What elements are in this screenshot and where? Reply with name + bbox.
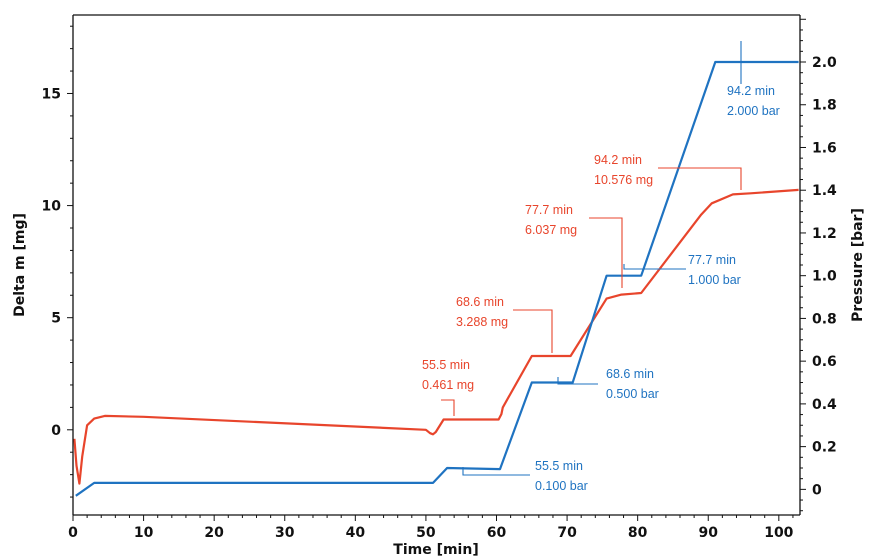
y2-tick-label: 1.4 <box>812 183 837 199</box>
y-tick-label: 15 <box>42 86 61 102</box>
callout-value-label: 3.288 mg <box>456 315 508 329</box>
x-tick-label: 60 <box>487 525 507 541</box>
x-tick-label: 100 <box>764 525 793 541</box>
y2-tick-label: 2.0 <box>812 55 837 71</box>
annotation-layer: 55.5 min 0.461 mg 68.6 min 3.288 mg 77.7 min… <box>422 41 780 493</box>
x-tick-label: 40 <box>346 525 366 541</box>
callout-value-label: 2.000 bar <box>727 104 780 118</box>
callout-time-label: 55.5 min <box>422 358 470 372</box>
x-tick-label: 10 <box>134 525 154 541</box>
ticks-layer: 0 10 20 30 40 50 60 70 80 90 100 0 5 10 15 0 0.2 0.4 0.6 0.… <box>42 18 837 541</box>
x-axis-title: Time [min] <box>393 542 478 558</box>
callout-2: 77.7 min 6.037 mg <box>525 203 623 288</box>
callout-leader <box>462 467 530 476</box>
y-tick-label: 0 <box>51 423 61 439</box>
callout-0: 55.5 min 0.461 mg <box>422 358 474 416</box>
callout-leader <box>557 377 598 385</box>
callout-time-label: 77.7 min <box>688 253 736 267</box>
callout-7: 94.2 min 2.000 bar <box>727 41 780 118</box>
callout-time-label: 68.6 min <box>456 295 504 309</box>
callout-3: 94.2 min 10.576 mg <box>594 153 742 190</box>
callout-leader <box>441 399 455 416</box>
x-tick-label: 70 <box>557 525 577 541</box>
callout-4: 55.5 min 0.100 bar <box>462 459 588 493</box>
x-tick-label: 50 <box>416 525 436 541</box>
pressure-series-line <box>75 60 799 497</box>
mass-series-line <box>73 188 799 485</box>
y2-axis-title: Pressure [bar] <box>850 208 866 322</box>
series-layer <box>73 60 799 497</box>
callout-value-label: 0.500 bar <box>606 387 659 401</box>
callout-time-label: 77.7 min <box>525 203 573 217</box>
x-tick-label: 90 <box>699 525 719 541</box>
callout-6: 77.7 min 1.000 bar <box>623 253 741 287</box>
callout-1: 68.6 min 3.288 mg <box>456 295 553 353</box>
callout-leader <box>589 217 623 288</box>
y-tick-label: 10 <box>42 199 62 215</box>
y2-tick-label: 0.4 <box>812 397 837 413</box>
x-tick-label: 80 <box>628 525 648 541</box>
callout-time-label: 94.2 min <box>727 84 775 98</box>
y2-tick-label: 1.0 <box>812 269 837 285</box>
y-tick-label: 5 <box>51 311 61 327</box>
y2-tick-label: 0.2 <box>812 440 837 456</box>
y2-tick-label: 1.8 <box>812 98 837 114</box>
callout-value-label: 6.037 mg <box>525 223 577 237</box>
y2-tick-label: 0 <box>812 482 822 498</box>
callout-time-label: 94.2 min <box>594 153 642 167</box>
y-axis-title: Delta m [mg] <box>12 213 28 317</box>
callout-leader <box>513 309 553 353</box>
callout-value-label: 10.576 mg <box>594 173 653 187</box>
x-tick-label: 0 <box>68 525 78 541</box>
x-tick-label: 30 <box>275 525 295 541</box>
callout-time-label: 55.5 min <box>535 459 583 473</box>
y2-tick-label: 1.6 <box>812 140 837 156</box>
callout-leader <box>658 167 742 190</box>
y2-tick-label: 0.6 <box>812 354 837 370</box>
callout-time-label: 68.6 min <box>606 367 654 381</box>
callout-value-label: 1.000 bar <box>688 273 741 287</box>
callout-value-label: 0.100 bar <box>535 479 588 493</box>
x-tick-label: 20 <box>204 525 224 541</box>
y2-tick-label: 1.2 <box>812 226 837 242</box>
callout-value-label: 0.461 mg <box>422 378 474 392</box>
callout-5: 68.6 min 0.500 bar <box>557 367 659 401</box>
callout-leader <box>623 264 686 270</box>
y2-tick-label: 0.8 <box>812 311 837 327</box>
